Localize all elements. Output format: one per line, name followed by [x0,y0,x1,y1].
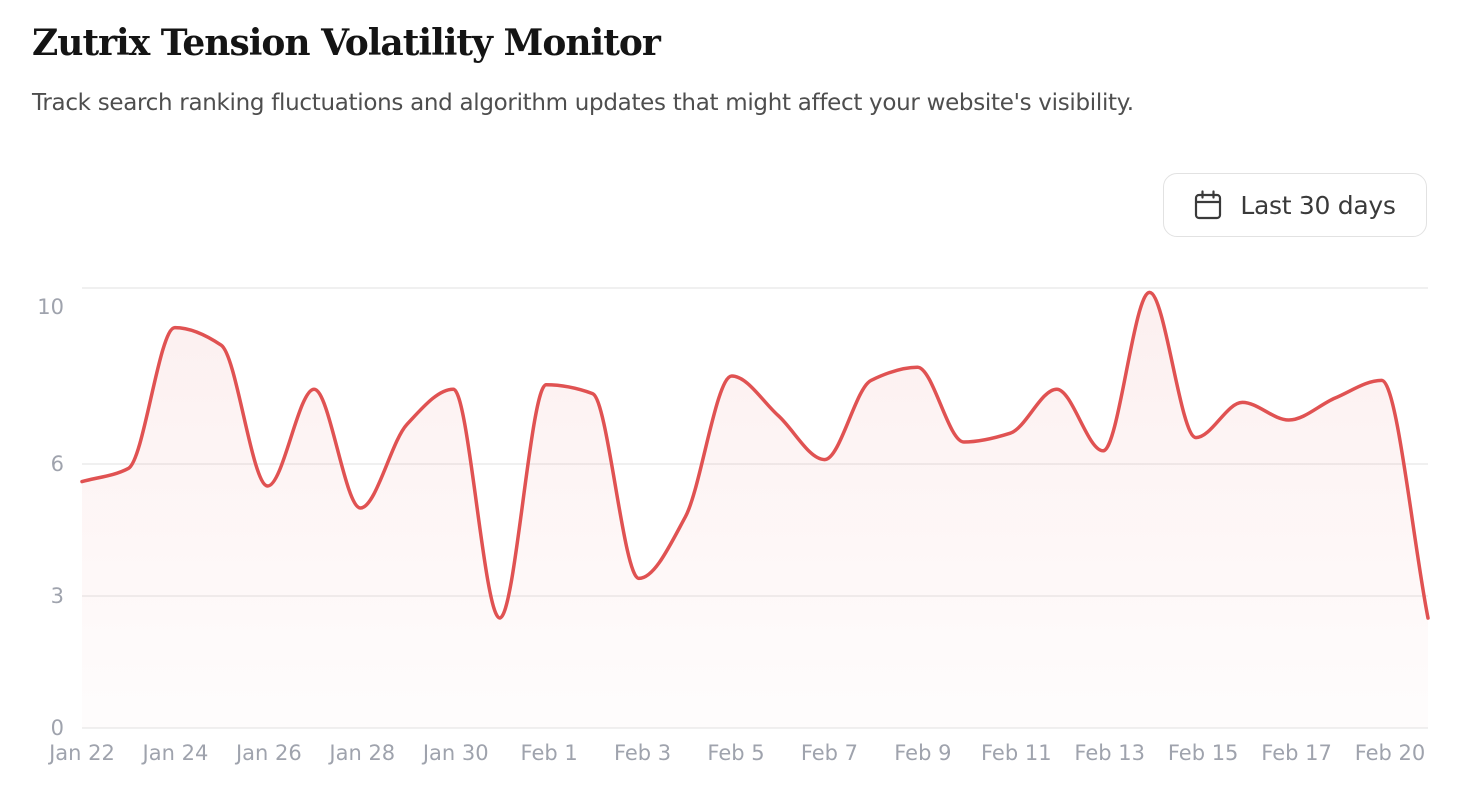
data-point[interactable] [215,339,227,351]
x-tick-label: Jan 22 [47,741,115,765]
data-point[interactable] [1190,432,1202,444]
data-point[interactable] [633,572,645,584]
data-point[interactable] [354,502,366,514]
data-point[interactable] [1236,396,1248,408]
x-tick-label: Jan 24 [141,741,209,765]
x-tick-label: Feb 3 [614,741,671,765]
data-point[interactable] [679,511,691,523]
data-point[interactable] [76,476,88,488]
data-point[interactable] [401,418,413,430]
data-point[interactable] [819,454,831,466]
x-tick-label: Feb 9 [894,741,951,765]
x-tick-label: Feb 5 [707,741,764,765]
y-tick-label: 3 [51,584,64,608]
y-tick-label: 6 [51,452,64,476]
data-point[interactable] [494,612,506,624]
x-tick-label: Feb 7 [801,741,858,765]
page-title: Zutrix Tension Volatility Monitor [32,22,661,64]
data-point[interactable] [726,370,738,382]
x-tick-label: Feb 15 [1168,741,1239,765]
x-tick-label: Feb 1 [521,741,578,765]
data-point[interactable] [308,383,320,395]
data-point[interactable] [262,480,274,492]
series-line [80,290,1430,620]
data-point[interactable] [1004,427,1016,439]
y-tick-label: 0 [51,716,64,740]
data-point[interactable] [1329,392,1341,404]
data-point[interactable] [1376,374,1388,386]
x-tick-label: Jan 30 [421,741,489,765]
calendar-icon [1194,190,1222,220]
data-point[interactable] [587,388,599,400]
date-range-button[interactable]: Last 30 days [1163,173,1427,237]
data-point[interactable] [540,379,552,391]
data-point[interactable] [1422,612,1434,624]
series-layer [76,286,1434,728]
x-axis: Jan 22 Jan 24 Jan 26 Jan 28 Jan 30 Feb 1 Feb 3… [47,741,1425,765]
date-range-label: Last 30 days [1240,190,1396,220]
x-tick-label: Jan 28 [327,741,395,765]
data-point[interactable] [169,322,181,334]
data-point[interactable] [1051,383,1063,395]
x-tick-label: Jan 26 [234,741,302,765]
data-point[interactable] [865,374,877,386]
x-tick-label: Feb 20 [1355,741,1426,765]
data-point[interactable] [772,410,784,422]
data-point[interactable] [1283,414,1295,426]
data-point[interactable] [1144,286,1156,298]
data-point[interactable] [958,436,970,448]
data-point[interactable] [122,462,134,474]
page-subtitle: Track search ranking fluctuations and al… [32,90,1134,116]
x-tick-label: Feb 17 [1261,741,1332,765]
data-point[interactable] [911,361,923,373]
x-tick-label: Feb 13 [1074,741,1145,765]
data-point[interactable] [447,383,459,395]
x-tick-label: Feb 11 [981,741,1052,765]
data-point[interactable] [1097,445,1109,457]
y-tick-label: 10 [37,295,64,319]
series-area [82,292,1428,728]
y-axis: 0 3 6 10 [37,295,64,740]
